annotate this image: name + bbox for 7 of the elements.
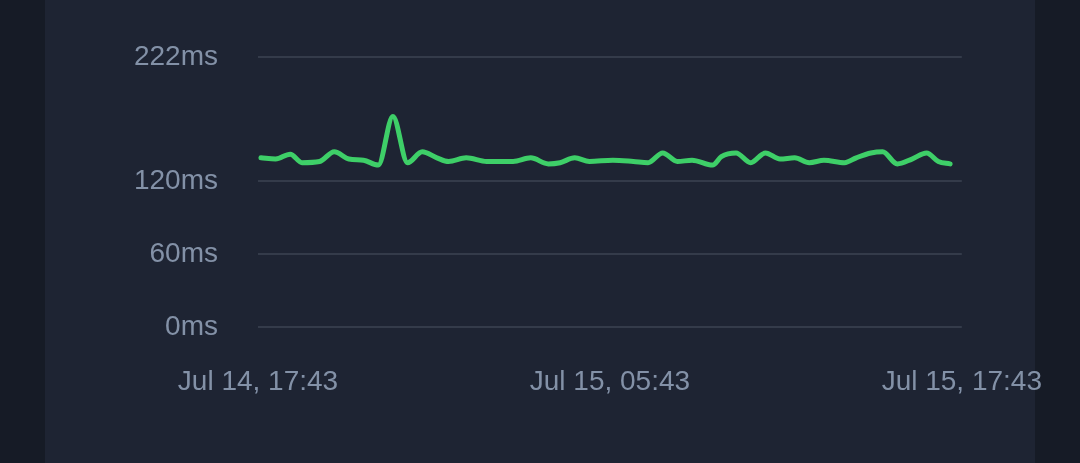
x-tick-label: Jul 15, 05:43	[529, 364, 691, 396]
y-tick-label: 0ms	[165, 309, 218, 341]
x-tick-label: Jul 15, 17:43	[881, 364, 1042, 396]
y-tick-label: 120ms	[133, 163, 218, 195]
x-tick-label: Jul 14, 17:43	[177, 364, 339, 396]
y-tick-label: 60ms	[149, 236, 218, 268]
y-tick-label: 222ms	[133, 39, 218, 71]
